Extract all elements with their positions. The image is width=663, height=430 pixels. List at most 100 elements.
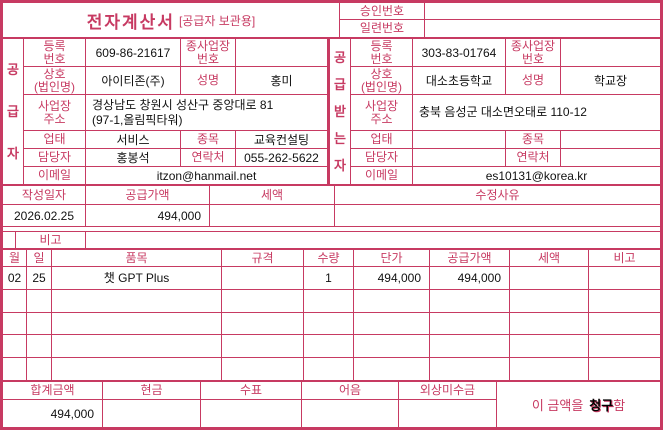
item-day [27,335,52,358]
note-value [302,400,399,427]
form-title-cell: 전자계산서 [공급자 보관용] [3,3,340,37]
supplier-phone-label: 연락처 [181,149,236,166]
claim-note-selected: 청구 [589,398,614,413]
supplier-biztype-label: 업태 [24,131,86,148]
supplier-biztype-value: 서비스 [86,131,181,148]
item-tax [510,358,589,380]
supplier-side-label: 공급자 [3,39,24,184]
item-tax [510,312,589,335]
item-row [3,289,660,313]
supplier-phone-value: 055-262-5622 [244,150,319,165]
item-spec [222,335,304,358]
item-day [27,312,52,335]
item-remarks [589,358,660,380]
col-qty-header: 수량 [304,250,354,266]
item-unitprice [354,289,430,312]
buyer-email-value: es10131@korea.kr [485,168,588,183]
amount-claim-note: 이 금액을 청구 함 [497,382,660,427]
col-remarks-header: 비고 [613,250,636,265]
summary-section: 작성일자 공급가액 세액 수정사유 2026.02.25 494,000 비고 [3,186,660,250]
item-name [52,358,222,380]
buyer-bizitem-label: 종목 [506,131,561,148]
item-supply [430,358,510,380]
item-unitprice [354,358,430,380]
totals-header-row: 합계금액 현금 수표 어음 외상미수금 [3,382,497,400]
item-month [3,312,27,335]
item-name [52,335,222,358]
totals-section: 합계금액 현금 수표 어음 외상미수금 494,000 이 금액을 청구 함 [3,382,660,427]
col-month-header: 월 [3,250,27,266]
supplier-name-label: 성명 [181,67,236,94]
item-remarks [589,267,660,289]
items-header-row: 월 일 품목 규격 수량 단가 공급가액 세액 비고 [3,250,660,267]
form-title: 전자계산서 [86,12,175,32]
item-unitprice: 494,000 [354,267,430,289]
item-supply [430,312,510,335]
credit-label: 외상미수금 [399,382,497,399]
item-month [3,289,27,312]
note-label: 어음 [302,382,399,399]
col-unitprice-header: 단가 [354,250,430,266]
revision-reason-value [335,205,660,226]
item-qty: 1 [304,267,354,289]
buyer-regno-label: 등록 번호 [351,39,413,66]
cash-label: 현금 [103,382,201,399]
tax-amount-label: 세액 [210,186,335,204]
buyer-bizitem-value [561,131,660,148]
remarks-stub-cell [3,232,16,248]
buyer-phone-label: 연락처 [506,149,561,166]
item-qty [304,312,354,335]
supplier-bizitem-label: 종목 [181,131,236,148]
supplier-manager-value: 홍봉석 [86,149,181,166]
buyer-address-label: 사업장 주소 [351,95,413,130]
serial-number-label: 일련번호 [340,20,425,37]
item-row: 02 25 챗 GPT Plus 1 494,000 494,000 [3,267,660,290]
buyer-subbiz-label: 종사업장 번호 [506,39,561,66]
item-qty [304,289,354,312]
item-spec [222,312,304,335]
item-tax [510,267,589,289]
supplier-subbiz-value [236,39,327,66]
buyer-subbiz-value [561,39,660,66]
col-item-header: 품목 [52,250,222,266]
item-day [27,289,52,312]
item-month [3,335,27,358]
claim-note-prefix: 이 금액을 [531,398,584,413]
item-spec [222,267,304,289]
remarks-value [86,232,660,248]
item-day: 25 [27,267,52,289]
approval-number-value [425,3,660,19]
summary-spacer [3,227,660,232]
check-value [201,400,302,427]
item-name: 챗 GPT Plus [52,267,222,289]
supplier-address-label: 사업장 주소 [24,95,86,130]
item-row [3,335,660,359]
check-label: 수표 [201,382,302,399]
col-spec-header: 규격 [222,250,304,266]
supplier-regno-label: 등록 번호 [24,39,86,66]
date-label: 작성일자 [3,186,86,204]
buyer-manager-label: 담당자 [351,149,413,166]
buyer-regno-value: 303-83-01764 [413,39,506,66]
supplier-subbiz-label: 종사업장 번호 [181,39,236,66]
item-row [3,312,660,336]
item-spec [222,289,304,312]
item-unitprice [354,312,430,335]
item-supply [430,335,510,358]
item-supply: 494,000 [430,267,510,289]
item-spec [222,358,304,380]
buyer-email-label: 이메일 [351,167,413,184]
supply-amount-value: 494,000 [86,205,210,226]
parties-section: 공급자 등록 번호 609-86-21617 종사업장 번호 상호 (법인명) … [3,39,660,186]
item-qty [304,358,354,380]
item-day [27,358,52,380]
buyer-biztype-value [413,131,506,148]
item-month: 02 [3,267,27,289]
item-tax [510,335,589,358]
item-remarks [589,290,660,312]
item-remarks [589,335,660,357]
buyer-company-label: 상호 (법인명) [351,67,413,94]
items-table: 월 일 품목 규격 수량 단가 공급가액 세액 비고 02 25 챗 GPT P… [3,250,660,382]
item-remarks [589,313,660,335]
